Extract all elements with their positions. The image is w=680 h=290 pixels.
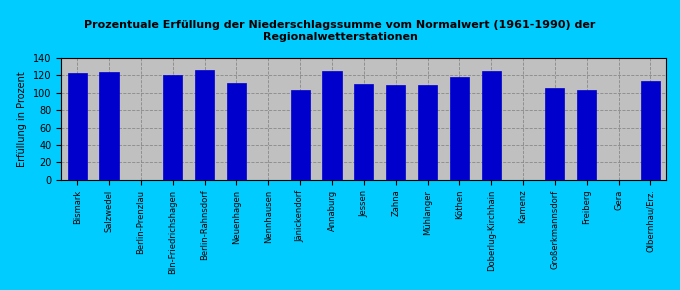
Bar [545, 88, 564, 180]
Bar [322, 71, 341, 180]
Bar [227, 83, 246, 180]
Bar [195, 70, 214, 180]
Bar [67, 73, 86, 180]
Bar [290, 90, 309, 180]
Bar [641, 81, 660, 180]
Bar [577, 90, 596, 180]
Bar [418, 85, 437, 180]
Bar [99, 72, 118, 180]
Bar [449, 77, 469, 180]
Y-axis label: Erfüllung in Prozent: Erfüllung in Prozent [18, 71, 27, 167]
Bar [354, 84, 373, 180]
Bar [163, 75, 182, 180]
Bar [386, 85, 405, 180]
Bar [481, 71, 500, 180]
Text: Prozentuale Erfüllung der Niederschlagssumme vom Normalwert (1961-1990) der
Regi: Prozentuale Erfüllung der Niederschlagss… [84, 20, 596, 42]
